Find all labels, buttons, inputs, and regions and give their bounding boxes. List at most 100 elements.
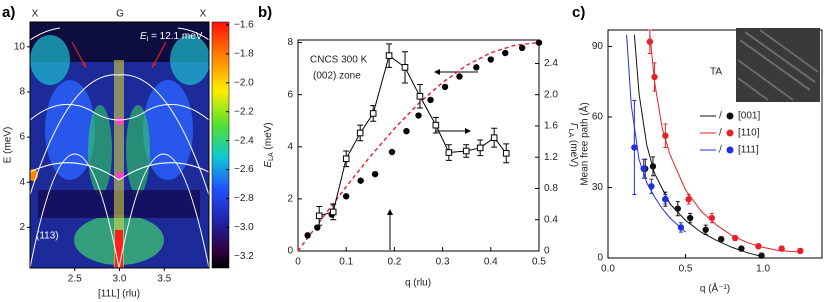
data-point [432,121,440,129]
data-point [718,235,725,243]
y-axis-label: E (meV) [3,127,14,164]
x-axis-label: q (rlu) [405,278,431,289]
y-axis-label-sub: LA [268,152,275,161]
colorbar [211,21,230,269]
data-point [416,92,424,100]
legend-separator: / [719,128,722,139]
legend-label: [111] [738,145,759,156]
x-tick-label: 3.0 [113,274,127,285]
x-tick-label: 0 [295,257,301,268]
panel-label: c) [572,4,585,21]
y-axis-label-symbol: E [263,161,274,168]
data-point [314,224,321,231]
y-tick-label: 4 [19,177,25,188]
data-point [343,193,350,200]
data-point [456,73,463,80]
top-label: X [200,9,207,20]
x-tick-label: 1.0 [756,264,770,275]
data-point [631,144,638,151]
y-tick-label: 8 [287,37,293,48]
x-tick-label: 0.3 [436,257,450,268]
y2-axis-label-unit: (meV) [568,137,579,167]
data-point [342,155,350,163]
data-point [662,196,669,203]
data-point [686,214,694,222]
data-point [640,165,647,172]
annotation-symbol: E [140,31,147,42]
heatmap-region [115,230,123,268]
data-point [649,163,657,170]
y2-tick-label: 0 [544,246,550,257]
annotation-rest: = 12.1 meV [148,31,203,42]
colorbar-tick-label: −2.8 [234,193,254,204]
y-axis-label-unit: (meV) [263,122,274,152]
y2-tick-label: 0.8 [544,183,558,194]
data-point [441,83,449,91]
y-tick-label: 0 [597,253,603,264]
y2-tick-label: 0.4 [544,214,558,225]
inset-label: (113) [36,231,59,242]
panel-label: b) [258,4,272,21]
heatmap [30,22,209,268]
y-tick-label: 2 [19,222,25,233]
x-tick-label: 3.5 [157,274,171,285]
data-point [490,134,498,141]
y-tick-label: 4 [287,141,293,152]
data-point [797,247,804,255]
colorbar-tick-label: −2.4 [234,135,254,146]
data-point [356,129,364,137]
plot-frame [297,39,540,252]
data-point [502,150,510,157]
annotation: (002) zone [313,71,361,82]
y-tick-label: 60 [592,112,604,123]
y-tick-label: 8 [19,87,25,98]
legend-label: [110] [738,128,760,139]
data-point [758,252,765,259]
panel-label: a) [2,4,15,21]
y2-axis-label-symbol: Γ [568,123,579,130]
data-point [388,148,396,156]
inset-label: TA [710,67,722,78]
data-point [371,170,379,178]
data-point [738,245,745,252]
data-point [415,112,422,119]
data-point [487,56,494,63]
y2-tick-label: 1.2 [544,152,558,163]
y2-tick-label: 2.4 [544,58,558,69]
colorbar-tick-label: −2.6 [234,164,254,175]
colorbar-tick-label: −1.6 [234,20,254,31]
legend-separator: / [719,145,722,156]
data-point [651,73,658,81]
plot-frame [607,29,823,259]
legend-label: [001] [738,111,760,122]
y-tick-label: 2 [287,194,293,205]
legend-marker [726,112,734,120]
colorbar-tick-label: −2.2 [234,106,254,117]
heatmap-spot [116,117,124,125]
dispersion-curve [177,27,209,41]
data-point [677,224,685,231]
y-axis-label: ELA (meV) [263,122,275,167]
y-tick-label: 90 [592,41,604,52]
legend-marker [726,129,734,137]
y2-tick-label: 1.6 [544,121,558,132]
data-point [778,245,785,252]
data-point [329,208,337,216]
heatmap-region [30,35,70,85]
data-point [473,64,480,71]
arrow-head [82,62,86,68]
y-tick-label: 10 [14,41,26,52]
top-label: G [116,9,124,20]
data-point [476,144,484,152]
y2-tick-label: 2.0 [544,89,558,100]
data-point [403,127,410,135]
data-point [369,110,377,117]
colorbar-tick-label: −3.2 [234,251,254,262]
data-point [502,49,509,57]
data-point [535,39,543,46]
x-tick-label: 0.2 [387,257,401,268]
y2-axis-label: ΓLA (meV) [567,123,579,167]
annotation: Ei = 12.1 meV [140,31,203,43]
